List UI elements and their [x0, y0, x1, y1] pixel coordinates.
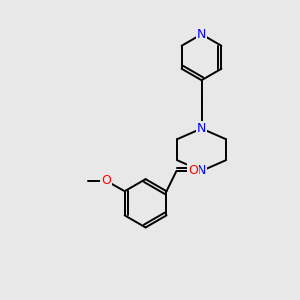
Text: O: O	[188, 164, 198, 177]
Text: N: N	[197, 122, 206, 135]
Text: O: O	[101, 174, 111, 188]
Text: N: N	[197, 164, 206, 177]
Text: N: N	[197, 28, 206, 41]
